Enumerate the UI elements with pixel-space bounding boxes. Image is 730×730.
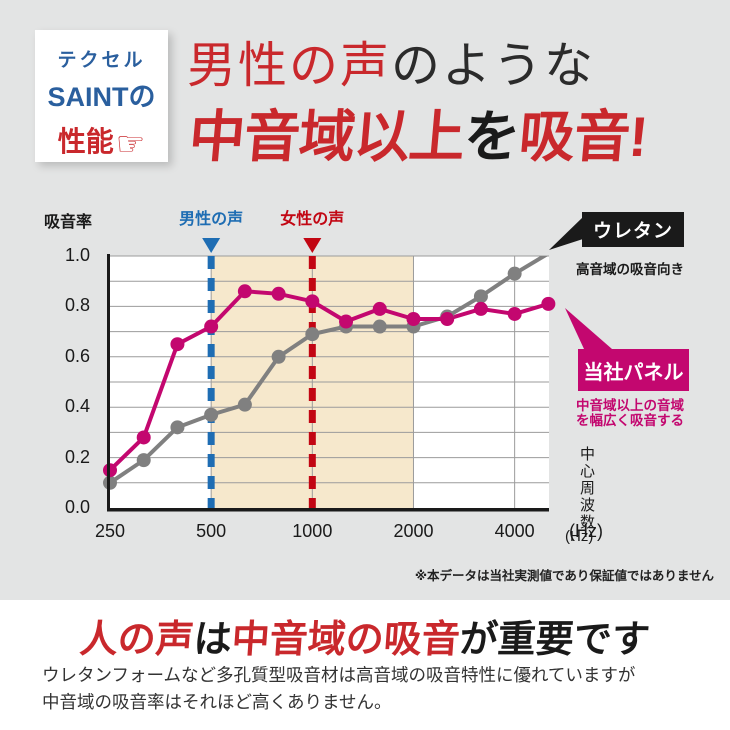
urethane-callout-tail [549, 217, 583, 250]
panel-callout-box: 当社パネル [578, 349, 689, 391]
x-tick-label: 1000 [292, 521, 333, 541]
panel-note: 中音域以上の音域 を幅広く吸音する [576, 398, 684, 428]
data-point [507, 266, 522, 281]
bottom-heading: 人の声は中音域の吸音が重要です [78, 619, 652, 661]
headline-line2: 中音域以上を吸音! [186, 92, 651, 173]
product-badge: テクセル SAINTの 性能☞ [35, 30, 168, 162]
data-point [507, 306, 522, 321]
data-point [170, 420, 185, 435]
voice-marker-triangle-icon [202, 238, 221, 253]
data-point [237, 397, 252, 412]
badge-performance: 性能☞ [57, 125, 146, 162]
voice-marker-label: 女性の声 [280, 211, 345, 228]
bottom-section: 人の声は中音域の吸音が重要です ウレタンフォームなど多孔質型吸音材は高音域の吸音… [0, 600, 730, 730]
data-point [237, 284, 252, 299]
y-tick-label: 0.0 [64, 497, 90, 517]
disclaimer-footnote: ※本データは当社実測値であり保証値ではありません [414, 569, 714, 583]
bottom-body-text: ウレタンフォームなど多孔質型吸音材は高音域の吸音特性に優れていますが 中音域の吸… [42, 665, 636, 712]
headline-line2-red1: 中音域以上 [186, 105, 467, 168]
y-tick-label: 0.6 [64, 345, 90, 366]
urethane-note: 高音域の吸音向き [576, 262, 684, 277]
y-tick-label: 0.4 [64, 396, 90, 417]
pointing-hand-icon: ☞ [115, 125, 146, 162]
urethane-callout-box: ウレタン [582, 212, 684, 247]
x-axis-unit-label: (Hz) [569, 521, 603, 541]
y-tick-label: 0.2 [64, 446, 90, 467]
voice-marker-triangle-icon [303, 238, 322, 253]
x-tick-label: 2000 [393, 521, 434, 541]
headline-line1: 男性の声のような [187, 26, 595, 97]
y-axis-line [107, 254, 110, 511]
y-tick-label: 0.8 [64, 295, 90, 316]
badge-brand: テクセル [57, 50, 146, 71]
headline-line1-black: のような [391, 39, 596, 93]
headline-line2-black: を [461, 105, 522, 168]
x-tick-label: 4000 [494, 521, 535, 541]
data-point [440, 312, 455, 326]
data-point [305, 294, 320, 309]
x-axis-title-vertical: 中心周波数 [578, 446, 595, 531]
y-tick-label: 1.0 [64, 245, 90, 265]
top-section: テクセル SAINTの 性能☞ 男性の声のような 中音域以上を吸音! 吸音率 1… [0, 0, 730, 600]
x-axis-line [107, 508, 549, 512]
data-point [406, 312, 421, 326]
y-axis-title: 吸音率 [44, 214, 93, 231]
data-point [170, 337, 185, 352]
data-point [339, 314, 354, 329]
data-point [372, 319, 387, 334]
voice-marker-label: 男性の声 [179, 211, 244, 228]
data-point [136, 453, 151, 468]
x-tick-label: 250 [94, 521, 126, 541]
badge-product: SAINTの [47, 82, 156, 112]
panel-callout-tail [565, 308, 612, 349]
data-point [541, 296, 556, 311]
data-point [204, 407, 219, 422]
data-point [473, 289, 488, 304]
absorption-line-chart [103, 217, 612, 512]
data-point [271, 349, 286, 364]
data-point [136, 430, 151, 445]
data-point [372, 301, 387, 316]
data-point [305, 327, 320, 342]
data-point [271, 286, 286, 301]
headline-line1-red: 男性の声 [187, 39, 392, 93]
hz-unit-label: (Hz) [565, 528, 594, 545]
x-tick-label: 500 [196, 521, 227, 541]
data-point [204, 319, 219, 334]
headline-line2-red2: 吸音! [516, 105, 650, 168]
data-point [473, 301, 488, 316]
